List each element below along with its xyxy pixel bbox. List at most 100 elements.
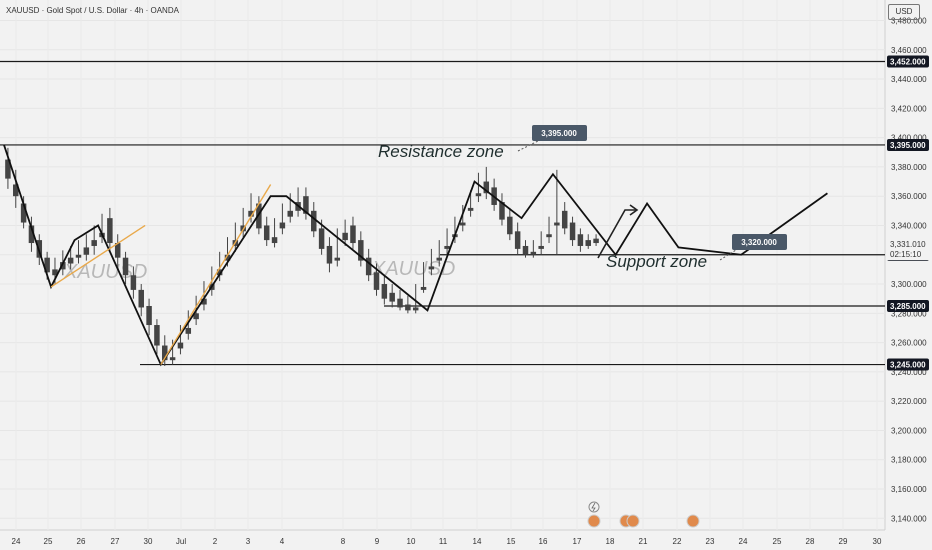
x-tick-label: 2 — [213, 537, 218, 546]
candle-body — [522, 245, 529, 255]
x-tick-label: 29 — [839, 537, 848, 546]
candle-body — [460, 222, 466, 226]
price-badge — [887, 138, 929, 151]
candle-body — [514, 231, 521, 249]
candle-body — [311, 210, 317, 232]
x-tick-label: 27 — [111, 537, 120, 546]
candle-body — [83, 247, 90, 255]
x-tick-label: 25 — [44, 537, 53, 546]
x-tick-label: 22 — [673, 537, 682, 546]
callout-label: 3,320.000 — [741, 238, 777, 247]
x-tick-label: 15 — [507, 537, 516, 546]
x-tick-label: 3 — [246, 537, 251, 546]
orange-trend-line — [160, 184, 272, 365]
candle-body — [585, 240, 591, 246]
candle-body — [138, 289, 144, 308]
candle-body — [303, 196, 309, 214]
callout-label: 3,395.000 — [541, 129, 577, 138]
candle-body — [216, 269, 223, 276]
x-tick-label: 26 — [77, 537, 86, 546]
price-badge — [887, 358, 929, 371]
y-tick-label: 3,440.000 — [891, 75, 927, 84]
candle-body — [75, 254, 82, 258]
candle-body — [248, 210, 254, 217]
y-tick-label: 3,240.000 — [891, 368, 927, 377]
x-tick-label: 14 — [473, 537, 482, 546]
arrow-head — [629, 204, 639, 216]
candle-body — [122, 257, 129, 276]
y-tick-label: 3,300.000 — [891, 280, 927, 289]
candle-body — [389, 292, 395, 302]
candle-body — [334, 257, 341, 261]
candle-body — [381, 284, 388, 299]
economic-event-icon[interactable] — [626, 514, 640, 528]
candle-body — [546, 234, 552, 238]
price-badge-label: 3,285.000 — [890, 302, 926, 311]
y-axis[interactable]: 3,140.000 3,160.000 3,180.000 3,200.000 3,22… — [891, 16, 927, 523]
candle-body — [52, 269, 58, 276]
resistance-zone-label: Resistance zone — [378, 142, 504, 161]
economic-event-icon[interactable] — [587, 514, 601, 528]
x-tick-label: 30 — [144, 537, 153, 546]
candle-body — [130, 275, 137, 290]
x-tick-label: 16 — [539, 537, 548, 546]
event-icons[interactable] — [587, 501, 700, 528]
candle-body — [499, 202, 505, 220]
economic-event-icon[interactable] — [686, 514, 700, 528]
y-tick-label: 3,280.000 — [891, 309, 927, 318]
candle-body — [60, 262, 66, 270]
candle-body — [350, 225, 356, 244]
candle-body — [13, 184, 19, 197]
price-badge-label: 3,395.000 — [890, 141, 926, 150]
x-tick-label: 9 — [375, 537, 380, 546]
candle-body — [5, 159, 11, 179]
candle-body — [177, 342, 184, 349]
currency-button[interactable]: USD — [888, 4, 920, 20]
candle-body — [405, 304, 411, 311]
current-price-label: 3,331.010 — [890, 240, 926, 249]
candle-body — [569, 222, 576, 241]
current-price-box — [887, 238, 929, 260]
candle-body — [169, 357, 176, 361]
y-tick-label: 3,180.000 — [891, 456, 927, 465]
countdown-label: 02:15:10 — [890, 250, 922, 259]
y-tick-label: 3,360.000 — [891, 192, 927, 201]
candle-body — [44, 257, 50, 273]
callout-box — [732, 234, 787, 250]
y-tick-label: 3,380.000 — [891, 163, 927, 172]
x-tick-label: 11 — [439, 537, 448, 546]
x-tick-label: 21 — [639, 537, 648, 546]
candle-body — [554, 222, 560, 226]
candle-body — [279, 222, 286, 229]
x-axis[interactable]: 24 25 26 27 30 Jul 2 3 4 8 9 10 11 14 15 16 17 18 21 22 23 24… — [12, 537, 882, 546]
candle-body — [397, 298, 403, 308]
candle-body — [436, 257, 442, 261]
candle-body — [256, 203, 262, 229]
lightning-event-icon[interactable] — [588, 501, 600, 513]
support-callout: 3,320.000 — [719, 234, 787, 261]
candle-body — [342, 232, 348, 241]
y-tick-label: 3,200.000 — [891, 426, 927, 435]
candle-body — [162, 345, 168, 361]
candle-body — [28, 225, 35, 244]
x-tick-label: 23 — [706, 537, 715, 546]
y-tick-label: 3,140.000 — [891, 514, 927, 523]
candle-body — [530, 251, 537, 255]
x-tick-label: 18 — [606, 537, 615, 546]
candle-body — [561, 210, 568, 229]
x-tick-label: 30 — [873, 537, 882, 546]
x-tick-label: Jul — [176, 537, 186, 546]
lightning-glyph — [591, 502, 596, 512]
candle-body — [20, 203, 27, 223]
price-badge-label: 3,245.000 — [890, 361, 926, 370]
arrow-path — [597, 209, 637, 259]
candle-body — [154, 325, 160, 346]
candle-body — [224, 254, 231, 261]
y-tick-label: 3,340.000 — [891, 221, 927, 230]
candle-body — [67, 257, 74, 264]
x-tick-label: 17 — [573, 537, 582, 546]
candle-body — [373, 272, 380, 290]
candle-body — [91, 240, 97, 246]
x-tick-label: 24 — [739, 537, 748, 546]
